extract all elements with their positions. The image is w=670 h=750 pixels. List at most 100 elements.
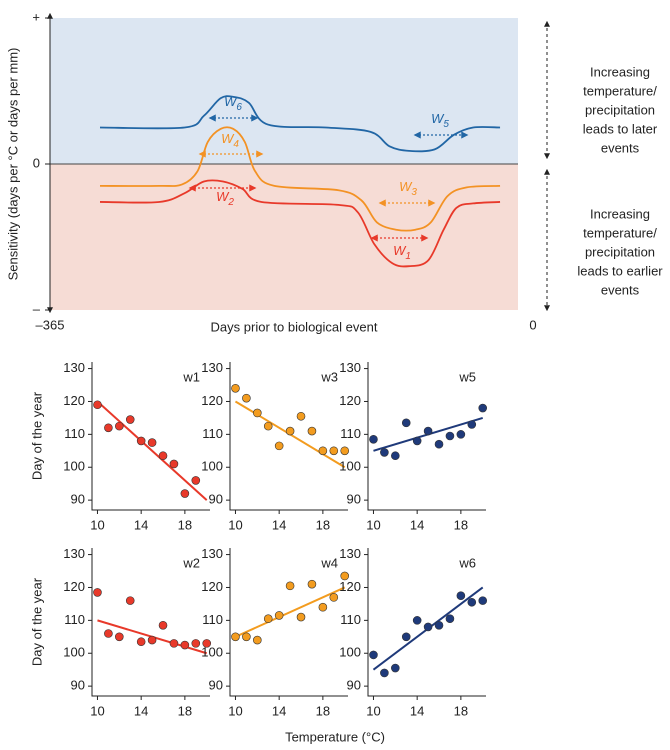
x-tick-label: 10 bbox=[366, 703, 380, 718]
y-tick-label: 100 bbox=[339, 645, 361, 660]
data-point bbox=[456, 430, 466, 439]
data-point bbox=[115, 632, 124, 642]
x-tick-label: 18 bbox=[454, 517, 468, 532]
side-note: events bbox=[601, 282, 640, 297]
data-point bbox=[253, 408, 262, 418]
trend-line bbox=[235, 586, 346, 638]
y-tick-label: 120 bbox=[201, 393, 223, 408]
x-tick-label: 18 bbox=[178, 703, 192, 718]
data-point bbox=[412, 436, 422, 446]
y-tick-label: 0 bbox=[33, 155, 40, 170]
data-point bbox=[329, 446, 339, 456]
x-tick-label: 14 bbox=[410, 703, 424, 718]
data-point bbox=[136, 436, 146, 446]
y-tick-label: 100 bbox=[63, 645, 85, 660]
x-tick-label: 18 bbox=[316, 703, 330, 718]
axes bbox=[229, 362, 348, 511]
y-tick-label: 100 bbox=[63, 459, 85, 474]
data-point bbox=[296, 612, 306, 622]
data-point bbox=[285, 581, 295, 591]
data-point bbox=[242, 393, 251, 403]
y-tick-label: 130 bbox=[201, 546, 223, 561]
data-point bbox=[412, 616, 422, 625]
data-point bbox=[318, 602, 328, 612]
y-tick-label: 130 bbox=[339, 546, 361, 561]
y-tick-label: + bbox=[32, 9, 40, 24]
data-point bbox=[340, 446, 350, 456]
window-letter: W bbox=[399, 179, 413, 194]
y-tick-label: 110 bbox=[202, 612, 223, 627]
data-point bbox=[180, 640, 190, 650]
x-tick-label: 10 bbox=[366, 517, 380, 532]
data-point bbox=[274, 611, 284, 620]
data-point bbox=[445, 431, 455, 441]
data-point bbox=[478, 403, 488, 413]
data-point bbox=[169, 639, 179, 648]
y-tick-label: 130 bbox=[63, 546, 85, 561]
y-axis-label: Day of the year bbox=[29, 391, 44, 480]
window-index: 3 bbox=[411, 187, 417, 198]
data-point bbox=[253, 635, 262, 645]
y-tick-label: 120 bbox=[63, 393, 85, 408]
panel-title: w2 bbox=[182, 555, 200, 570]
data-point bbox=[340, 571, 350, 581]
window-label: W2 bbox=[216, 189, 234, 207]
data-point bbox=[263, 421, 273, 431]
data-point bbox=[115, 421, 124, 431]
y-axis-label: Sensitivity (days per °C or days per mm) bbox=[5, 48, 20, 281]
side-note: leads to earlier bbox=[577, 263, 663, 278]
data-point bbox=[369, 650, 378, 660]
x-tick-label: 0 bbox=[529, 317, 536, 332]
y-tick-label: 110 bbox=[340, 612, 361, 627]
data-point bbox=[434, 620, 444, 630]
x-tick-label: 10 bbox=[228, 703, 242, 718]
data-point bbox=[104, 629, 113, 638]
side-note: Increasing bbox=[590, 206, 650, 221]
axes bbox=[367, 362, 486, 511]
window-label: W1 bbox=[393, 243, 411, 261]
y-tick-label: 100 bbox=[339, 459, 361, 474]
data-point bbox=[180, 489, 190, 498]
y-tick-label: 100 bbox=[201, 645, 223, 660]
data-point bbox=[456, 591, 466, 600]
panel-title: w1 bbox=[182, 369, 200, 384]
data-point bbox=[329, 593, 339, 602]
y-tick-label: 90 bbox=[347, 678, 361, 693]
data-point bbox=[93, 400, 102, 410]
window-letter: W bbox=[216, 189, 230, 204]
data-point bbox=[191, 476, 201, 485]
side-note: precipitation bbox=[585, 102, 655, 117]
sensitivity-curve bbox=[100, 126, 501, 232]
y-tick-label: 110 bbox=[340, 426, 361, 441]
trend-line bbox=[96, 400, 208, 501]
x-tick-label: 14 bbox=[134, 703, 148, 718]
window-label: W5 bbox=[431, 111, 449, 129]
data-point bbox=[158, 620, 168, 630]
x-tick-label: 10 bbox=[90, 703, 104, 718]
window-letter: W bbox=[431, 111, 445, 126]
data-point bbox=[423, 426, 433, 436]
axes bbox=[91, 362, 210, 511]
x-tick-label: 10 bbox=[90, 517, 104, 532]
data-point bbox=[147, 438, 157, 447]
data-point bbox=[401, 632, 411, 642]
y-tick-label: 130 bbox=[63, 360, 85, 375]
data-point bbox=[202, 639, 212, 648]
data-point bbox=[169, 459, 179, 469]
window-index: 1 bbox=[405, 251, 411, 262]
sensitivity-curve bbox=[100, 95, 501, 153]
data-point bbox=[391, 451, 400, 461]
window-letter: W bbox=[393, 243, 407, 258]
data-point bbox=[158, 451, 168, 461]
window-label: W6 bbox=[224, 94, 242, 112]
x-tick-label: 14 bbox=[272, 517, 286, 532]
data-point bbox=[242, 632, 251, 642]
window-letter: W bbox=[224, 94, 238, 109]
data-point bbox=[191, 639, 201, 648]
data-point bbox=[307, 579, 317, 589]
data-point bbox=[104, 423, 113, 433]
data-point bbox=[147, 635, 157, 645]
x-tick-label: 10 bbox=[228, 517, 242, 532]
axes bbox=[91, 548, 210, 697]
